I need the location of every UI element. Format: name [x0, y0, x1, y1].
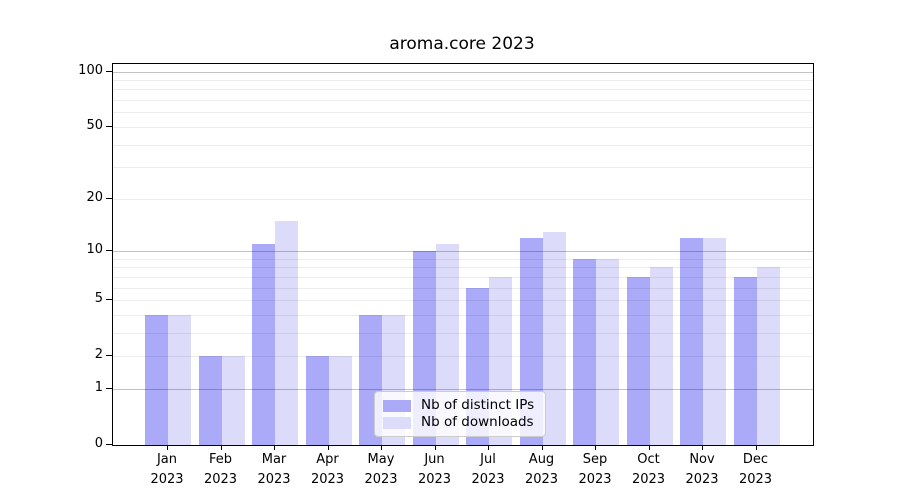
x-axis-tick	[167, 445, 168, 450]
gridline-minor	[113, 80, 813, 82]
y-tick-label: 5	[94, 291, 103, 307]
gridline-minor	[113, 144, 813, 146]
bar-downloads-apr	[328, 356, 352, 445]
legend-label: Nb of downloads	[421, 414, 534, 430]
bar-downloads-jan	[168, 314, 191, 445]
legend-swatch-distinct-ips	[383, 399, 411, 412]
y-tick-label: 50	[86, 117, 103, 133]
x-tick-label: Oct 2023	[631, 452, 666, 487]
x-tick-label: Apr 2023	[310, 452, 345, 487]
y-axis-tick	[106, 387, 112, 389]
gridline-minor	[113, 300, 813, 302]
gridline-minor	[113, 112, 813, 114]
bar-distinct-ips-nov	[680, 237, 703, 445]
gridline-minor	[113, 276, 813, 278]
legend: Nb of distinct IPs Nb of downloads	[374, 391, 546, 437]
legend-swatch-downloads	[383, 416, 411, 429]
x-tick-label: Jan 2023	[150, 452, 184, 487]
bar-distinct-ips-apr	[305, 356, 329, 445]
x-tick-label: Aug 2023	[524, 452, 559, 487]
gridline-major	[113, 388, 813, 390]
x-axis-tick	[327, 445, 329, 450]
x-tick-label: May 2023	[364, 452, 398, 487]
x-tick-label: Feb 2023	[203, 452, 238, 487]
gridline-minor	[113, 332, 813, 334]
gridline-minor	[113, 258, 813, 260]
y-tick-label: 1	[94, 379, 103, 395]
bar-distinct-ips-oct	[626, 276, 650, 445]
legend-label: Nb of distinct IPs	[421, 397, 535, 413]
y-axis-tick	[106, 197, 112, 199]
y-tick-label: 2	[94, 347, 103, 363]
legend-item-downloads: Nb of downloads	[383, 414, 537, 431]
bar-distinct-ips-feb	[198, 356, 222, 445]
bar-downloads-nov	[703, 237, 726, 445]
x-tick-label: Jun 2023	[417, 452, 452, 487]
x-tick-label: Mar 2023	[257, 452, 291, 487]
x-axis-tick	[595, 445, 596, 450]
bar-distinct-ips-jan	[145, 314, 168, 445]
bar-distinct-ips-dec	[733, 276, 757, 445]
gridline-minor	[113, 356, 813, 358]
x-axis-tick	[434, 445, 436, 450]
x-axis-tick	[488, 445, 489, 450]
bar-distinct-ips-sep	[573, 258, 596, 445]
gridline-minor	[113, 167, 813, 169]
gridline-minor	[113, 267, 813, 269]
chart-title: aroma.core 2023	[389, 34, 535, 54]
x-tick-label: Jul 2023	[471, 452, 505, 487]
x-tick-label: Nov 2023	[685, 452, 719, 487]
y-axis-tick	[106, 299, 112, 301]
y-axis-tick	[106, 444, 112, 445]
y-tick-label: 100	[78, 62, 103, 78]
y-axis-tick	[106, 125, 112, 127]
y-axis-tick	[106, 250, 112, 251]
gridline-minor	[113, 198, 813, 200]
y-tick-label: 20	[86, 189, 103, 205]
gridline-minor	[113, 314, 813, 316]
y-tick-label: 0	[94, 436, 103, 451]
bar-distinct-ips-mar	[252, 243, 275, 445]
gridline-minor	[113, 287, 813, 289]
gridline-major	[113, 71, 813, 73]
x-axis-tick	[702, 445, 703, 450]
bar-downloads-sep	[596, 258, 619, 445]
legend-item-distinct-ips: Nb of distinct IPs	[383, 397, 537, 414]
x-tick-label: Dec 2023	[738, 452, 773, 487]
bar-downloads-feb	[221, 356, 245, 445]
x-axis-tick	[381, 445, 382, 450]
x-axis-tick	[274, 445, 275, 450]
plot-area	[112, 63, 814, 446]
y-tick-label: 10	[86, 242, 103, 257]
x-axis-tick	[541, 445, 543, 450]
bar-downloads-aug	[542, 231, 566, 445]
gridline-minor	[113, 89, 813, 91]
y-axis-tick	[106, 355, 112, 357]
gridline-minor	[113, 126, 813, 128]
x-axis-tick	[755, 445, 757, 450]
y-axis-tick	[106, 70, 112, 72]
gridline-minor	[113, 100, 813, 102]
x-axis-tick	[648, 445, 650, 450]
gridline-major	[113, 251, 813, 252]
x-axis-tick	[220, 445, 222, 450]
x-tick-label: Sep 2023	[578, 452, 612, 487]
